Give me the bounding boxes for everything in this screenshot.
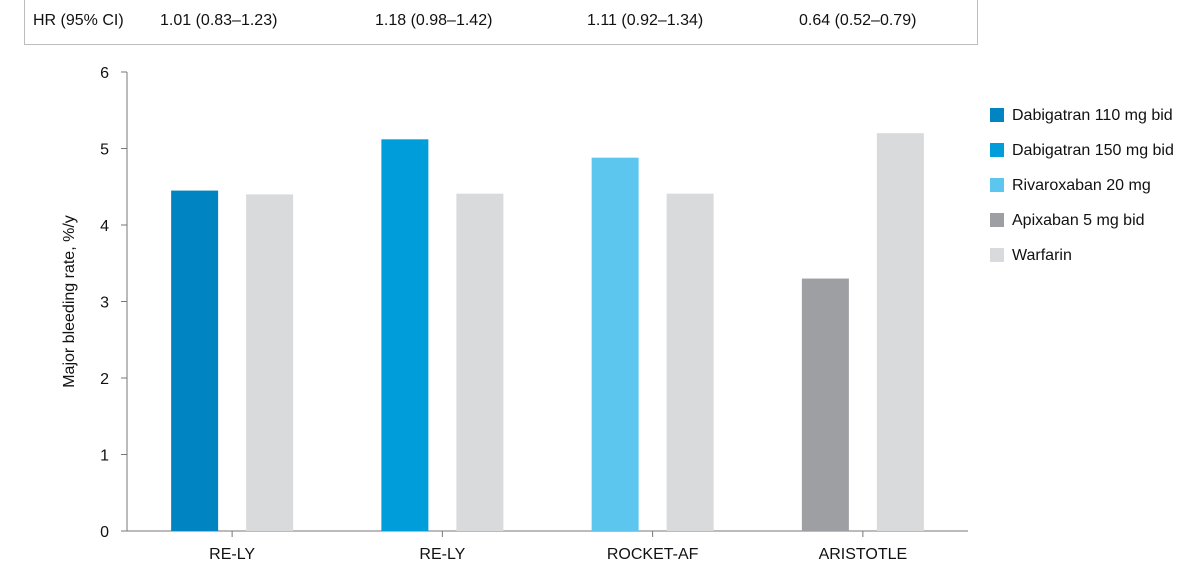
hr-value-rocket-af: 1.11 (0.92–1.34) — [587, 12, 704, 29]
y-tick-label: 2 — [100, 371, 109, 388]
legend-label: Dabigatran 110 mg bid — [1012, 107, 1173, 124]
legend-swatch — [990, 213, 1004, 227]
y-tick-label: 4 — [100, 218, 109, 235]
hr-value-rely-110: 1.01 (0.83–1.23) — [160, 12, 278, 29]
x-tick-label: RE-LY — [419, 546, 465, 563]
bar — [876, 133, 924, 531]
bar — [381, 139, 429, 531]
hr-value-aristotle: 0.64 (0.52–0.79) — [799, 12, 917, 29]
y-tick-label: 0 — [100, 524, 109, 541]
bar — [456, 193, 504, 531]
legend-label: Rivaroxaban 20 mg — [1012, 177, 1151, 194]
legend-swatch — [990, 248, 1004, 262]
y-tick-label: 1 — [100, 448, 109, 465]
x-tick-label: ARISTOTLE — [819, 546, 908, 563]
legend-label: Dabigatran 150 mg bid — [1012, 142, 1174, 159]
bar — [591, 157, 639, 531]
y-tick-label: 6 — [100, 65, 109, 82]
hr-value-rely-150: 1.18 (0.98–1.42) — [375, 12, 493, 29]
bar — [171, 190, 219, 531]
x-tick-label: ROCKET-AF — [607, 546, 699, 563]
legend-swatch — [990, 108, 1004, 122]
legend-label: Apixaban 5 mg bid — [1012, 212, 1145, 229]
x-tick-label: RE-LY — [209, 546, 255, 563]
legend-swatch — [990, 178, 1004, 192]
legend-swatch — [990, 143, 1004, 157]
y-tick-label: 3 — [100, 295, 109, 312]
bar — [246, 194, 294, 531]
bar — [801, 278, 849, 531]
y-tick-label: 5 — [100, 142, 109, 159]
y-axis-label: Major bleeding rate, %/y — [61, 215, 78, 388]
hr-row-label: HR (95% CI) — [33, 12, 124, 29]
hazard-ratio-row: HR (95% CI) 1.01 (0.83–1.23) 1.18 (0.98–… — [24, 0, 978, 45]
legend-label: Warfarin — [1012, 247, 1072, 264]
bar — [666, 193, 714, 531]
